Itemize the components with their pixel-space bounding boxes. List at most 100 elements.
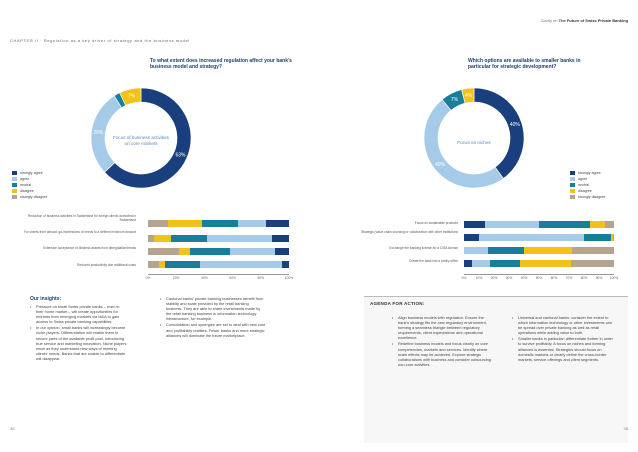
left-bar-segment bbox=[148, 248, 180, 255]
agenda-bullet: Smaller banks in particular: differentia… bbox=[512, 336, 616, 361]
right-bar-segment bbox=[605, 221, 614, 228]
legend-label: strongly agree bbox=[578, 171, 601, 175]
legend-label: disagree bbox=[20, 189, 34, 193]
left-bar-segment bbox=[274, 248, 289, 255]
right-bar-row-1 bbox=[464, 221, 614, 228]
left-donut-slice-4 bbox=[119, 87, 142, 106]
right-bar-segment bbox=[464, 260, 472, 267]
right-donut-slice-label-4: 4% bbox=[465, 93, 473, 99]
left-bar-row-1 bbox=[148, 220, 289, 227]
agenda-column-2: Universal and cantonal banks: consider t… bbox=[512, 315, 616, 363]
left-axis-line bbox=[148, 274, 289, 275]
left-tick-label: 20% bbox=[172, 276, 180, 280]
agenda-box: AGENDA FOR ACTION: Align business models… bbox=[364, 296, 628, 443]
right-bar-axis: 0% 10% 20% 30% 40% 50% 60% 70% 80% 90% 100% bbox=[461, 276, 619, 282]
legend-label: disagree bbox=[578, 189, 592, 193]
left-bar-row-3 bbox=[148, 248, 289, 255]
publication-header-title: The Future of Swiss Private Banking bbox=[558, 18, 628, 23]
right-tick-label: 30% bbox=[505, 276, 513, 280]
legend-label: agree bbox=[20, 177, 30, 181]
legend-swatch bbox=[570, 195, 575, 199]
insight-bullet: Cantonal banks' private banking business… bbox=[160, 296, 266, 321]
left-bar-segment bbox=[238, 220, 267, 227]
left-donut-slice-label-4: 7% bbox=[128, 94, 136, 100]
insight-bullet: In our opinion, small banks will increas… bbox=[30, 325, 128, 361]
right-legend-item: neutral bbox=[570, 182, 630, 188]
right-donut-center-label: Focus on niches bbox=[457, 140, 491, 145]
right-bar-label-3: Exchange the banking license for a CISA … bbox=[389, 246, 458, 250]
left-bar-segment bbox=[190, 248, 230, 255]
right-bar-label-2: Strategic (value chain sourcing or colla… bbox=[361, 230, 458, 234]
right-legend: strongly agree agree neutral disagree st… bbox=[570, 170, 630, 200]
left-bar-row-2 bbox=[148, 235, 289, 242]
agenda-bullet: Align business models with regulation. E… bbox=[392, 315, 492, 340]
legend-swatch bbox=[570, 183, 575, 187]
left-bar-segment bbox=[229, 248, 275, 255]
right-tick-label: 40% bbox=[520, 276, 528, 280]
right-page-number: 38 bbox=[623, 426, 628, 431]
agenda-column-1: Align business models with regulation. E… bbox=[392, 315, 492, 368]
left-bar-axis: 0% 20% 40% 60% 80% 100% bbox=[145, 276, 294, 282]
left-legend-item: agree bbox=[12, 176, 72, 182]
insights-column-1: Pressure on small Swiss private banks – … bbox=[30, 304, 128, 362]
left-bar-segment bbox=[272, 235, 289, 242]
legend-label: neutral bbox=[578, 183, 589, 187]
left-bar-segment bbox=[179, 248, 191, 255]
publication-header-prefix: Clarity on bbox=[540, 18, 559, 23]
right-bar-segment bbox=[539, 221, 590, 228]
right-bar-label-4: Create the bank into a family office bbox=[408, 259, 458, 263]
left-legend-item: disagree bbox=[12, 188, 72, 194]
legend-swatch bbox=[570, 171, 575, 175]
insights-column-2: Cantonal banks' private banking business… bbox=[160, 296, 266, 339]
left-legend-item: neutral bbox=[12, 182, 72, 188]
left-bar-segment bbox=[159, 261, 165, 268]
legend-swatch bbox=[12, 171, 17, 175]
right-bar-segment bbox=[464, 234, 479, 241]
right-tick-label: 90% bbox=[595, 276, 603, 280]
left-legend: strongly agree agree neutral disagree st… bbox=[12, 170, 72, 200]
left-tick-label: 60% bbox=[229, 276, 236, 280]
publication-header: Clarity on The Future of Swiss Private B… bbox=[541, 18, 628, 23]
left-legend-item: strongly disagree bbox=[12, 194, 72, 200]
left-page-number: 36 bbox=[10, 426, 15, 431]
left-bar-segment bbox=[148, 220, 168, 227]
left-bar-labels: Reduction of business activities in Swit… bbox=[10, 214, 136, 270]
right-axis-line bbox=[464, 274, 614, 275]
right-tick-label: 0% bbox=[461, 276, 467, 280]
right-bar-segment bbox=[590, 221, 605, 228]
legend-swatch bbox=[12, 189, 17, 193]
left-bar-label-2: For clients from abroad: go-ins/tensions… bbox=[24, 230, 136, 234]
right-bar-segment bbox=[485, 221, 539, 228]
right-bar-segment bbox=[489, 260, 520, 267]
right-tick-label: 20% bbox=[490, 276, 498, 280]
right-donut-slice-label-1: 40% bbox=[510, 122, 521, 128]
insight-bullet: Pressure on small Swiss private banks – … bbox=[30, 304, 128, 324]
legend-label: strongly agree bbox=[20, 171, 43, 175]
left-donut-center-label: Focus of business activities on core mar… bbox=[113, 135, 169, 146]
right-bar-row-2 bbox=[464, 234, 614, 241]
right-bar-label-1: Focus on sustainable products bbox=[414, 221, 458, 225]
right-bar-segment bbox=[584, 234, 611, 241]
legend-swatch bbox=[570, 177, 575, 181]
right-tick-label: 10% bbox=[475, 276, 483, 280]
right-tick-label: 50% bbox=[535, 276, 543, 280]
right-bar-segment bbox=[611, 234, 613, 241]
left-donut-slice-1 bbox=[104, 87, 192, 189]
legend-swatch bbox=[570, 189, 575, 193]
right-tick-label: 70% bbox=[565, 276, 573, 280]
left-bar-segment bbox=[207, 235, 273, 242]
right-donut-slice-4 bbox=[461, 87, 475, 104]
right-bar-segment bbox=[519, 260, 571, 267]
right-donut-slice-label-2: 49% bbox=[435, 162, 446, 168]
left-bar-segment bbox=[281, 261, 289, 268]
right-donut-slice-label-3: 7% bbox=[451, 97, 459, 103]
left-bar-chart bbox=[148, 218, 289, 275]
left-donut-chart: 63% 28% 7% bbox=[90, 87, 192, 189]
left-tick-label: 0% bbox=[145, 276, 151, 280]
legend-label: agree bbox=[578, 177, 588, 181]
left-bar-label-3: Extensive acceptance of dividend assets … bbox=[43, 246, 136, 250]
left-bar-segment bbox=[167, 220, 202, 227]
right-bar-segment bbox=[471, 260, 490, 267]
right-bar-row-4 bbox=[464, 260, 614, 267]
legend-label: strongly disagree bbox=[578, 195, 606, 199]
